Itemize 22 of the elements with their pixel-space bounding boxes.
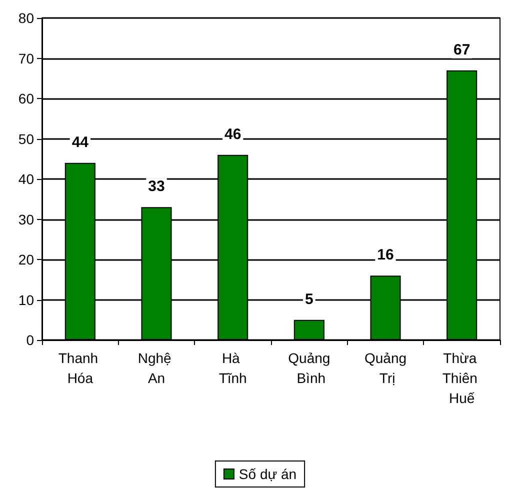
data-label: 5 bbox=[304, 290, 314, 308]
y-tick-label: 20 bbox=[18, 252, 34, 268]
x-tick-label: Thừa Thiên Huế bbox=[442, 350, 482, 406]
data-label: 67 bbox=[453, 41, 470, 58]
x-tick-label: Thanh Hóa bbox=[58, 350, 102, 386]
x-tick-label: Quảng Bình bbox=[288, 350, 330, 386]
data-label: 16 bbox=[377, 246, 394, 264]
y-tick-label: 40 bbox=[18, 171, 34, 187]
y-tick-label: 80 bbox=[18, 10, 34, 26]
y-tick-label: 70 bbox=[18, 50, 34, 66]
data-label: 46 bbox=[224, 126, 242, 143]
y-tick-label: 0 bbox=[26, 332, 34, 348]
data-label: 44 bbox=[72, 134, 90, 151]
y-tick-label: 10 bbox=[18, 292, 34, 308]
data-label: 33 bbox=[148, 178, 165, 196]
y-tick-label: 50 bbox=[18, 130, 34, 147]
y-tick-label: 60 bbox=[18, 90, 34, 106]
legend-label: Số dự án bbox=[238, 466, 297, 482]
x-tick-label: Hà Tĩnh bbox=[218, 350, 247, 386]
y-tick-label: 30 bbox=[18, 211, 34, 228]
x-tick-label: Nghệ An bbox=[138, 350, 176, 386]
x-tick-label: Quảng Trị bbox=[364, 350, 407, 386]
